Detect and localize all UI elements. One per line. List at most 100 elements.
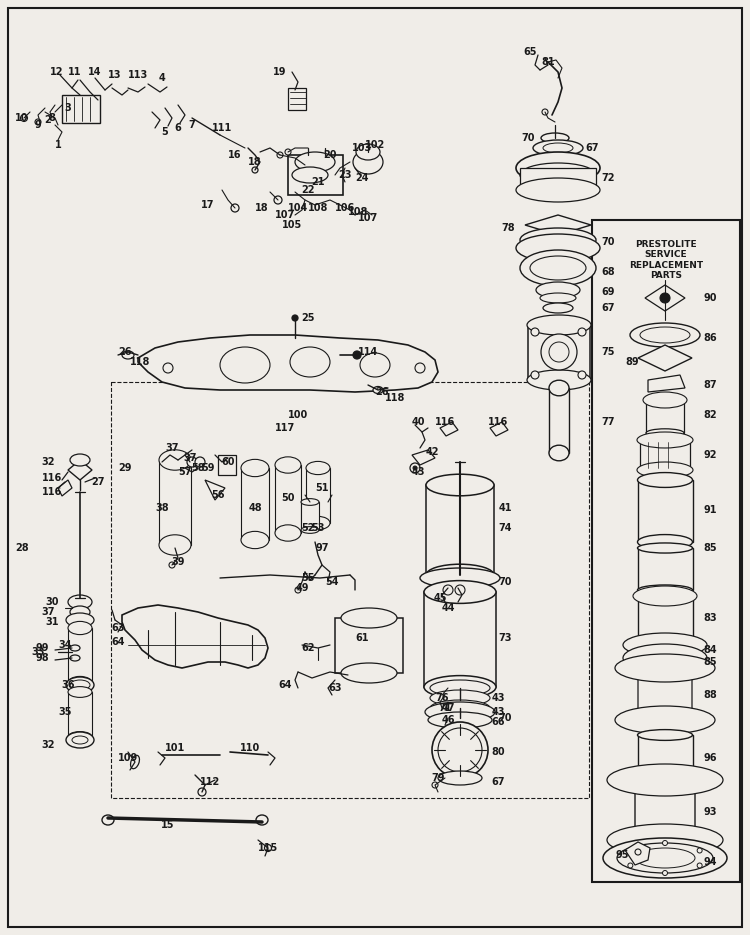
Text: 72: 72 [602, 173, 615, 183]
Text: 15: 15 [161, 820, 175, 830]
Text: 70: 70 [521, 133, 535, 143]
Text: 8: 8 [49, 113, 55, 123]
Text: 66: 66 [491, 717, 505, 727]
Text: 10: 10 [15, 113, 28, 123]
Bar [301, 502, 319, 530]
Text: 17: 17 [201, 200, 214, 210]
Text: 54: 54 [326, 577, 339, 587]
Polygon shape [68, 460, 92, 480]
Polygon shape [58, 480, 72, 496]
Text: 57: 57 [178, 467, 192, 477]
Ellipse shape [159, 535, 191, 555]
Circle shape [660, 293, 670, 303]
Text: 118: 118 [385, 393, 405, 403]
Ellipse shape [66, 732, 94, 748]
Text: 116: 116 [435, 417, 455, 427]
Text: 112: 112 [200, 777, 220, 787]
Bar [68, 692, 92, 737]
Text: 23: 23 [338, 170, 352, 180]
Text: 113: 113 [128, 70, 148, 80]
Ellipse shape [420, 568, 500, 588]
Ellipse shape [292, 167, 328, 183]
Ellipse shape [360, 353, 390, 377]
Bar [288, 88, 306, 110]
Text: 42: 42 [425, 447, 439, 457]
Polygon shape [490, 422, 508, 436]
Text: 14: 14 [88, 67, 102, 77]
Ellipse shape [275, 457, 301, 473]
Ellipse shape [428, 712, 492, 728]
Text: 43: 43 [411, 467, 424, 477]
Text: 108: 108 [348, 207, 368, 217]
Ellipse shape [549, 445, 569, 461]
Text: 100: 100 [288, 410, 308, 420]
Circle shape [549, 342, 569, 362]
Ellipse shape [623, 633, 707, 657]
Text: 67: 67 [602, 303, 615, 313]
Circle shape [413, 466, 417, 470]
Text: 76: 76 [435, 693, 448, 703]
Text: 34: 34 [58, 640, 72, 650]
Text: 25: 25 [302, 313, 315, 323]
Text: 33: 33 [32, 647, 45, 657]
Text: 79: 79 [431, 773, 445, 783]
Ellipse shape [159, 450, 191, 470]
Ellipse shape [68, 622, 92, 635]
Ellipse shape [543, 303, 573, 313]
Ellipse shape [430, 700, 490, 716]
Ellipse shape [638, 472, 692, 487]
Ellipse shape [356, 144, 380, 160]
Ellipse shape [70, 645, 80, 651]
Ellipse shape [638, 636, 692, 646]
Text: 30: 30 [45, 597, 58, 607]
Ellipse shape [549, 381, 569, 396]
Text: 35: 35 [58, 707, 72, 717]
Text: 1: 1 [55, 140, 62, 150]
Text: 18: 18 [248, 157, 262, 167]
Text: 118: 118 [130, 357, 150, 367]
Ellipse shape [341, 663, 397, 683]
Ellipse shape [66, 677, 94, 693]
Ellipse shape [301, 526, 319, 533]
Ellipse shape [70, 655, 80, 661]
Bar [62, 95, 100, 123]
Text: 43: 43 [491, 707, 505, 717]
Text: 114: 114 [358, 347, 378, 357]
Circle shape [455, 585, 465, 595]
Circle shape [662, 870, 668, 875]
Text: 82: 82 [704, 410, 717, 420]
Text: 103: 103 [352, 143, 372, 153]
Ellipse shape [290, 347, 330, 377]
Circle shape [628, 848, 633, 853]
Ellipse shape [607, 824, 723, 856]
Text: 22: 22 [302, 185, 315, 195]
Circle shape [578, 328, 586, 336]
Text: 44: 44 [441, 603, 454, 613]
Text: 62: 62 [302, 643, 315, 653]
Ellipse shape [633, 586, 697, 606]
Text: 115: 115 [258, 843, 278, 853]
Polygon shape [122, 605, 268, 668]
Circle shape [265, 844, 272, 852]
Text: 88: 88 [704, 690, 717, 700]
Text: 117: 117 [274, 423, 295, 433]
Text: 46: 46 [441, 715, 454, 725]
Ellipse shape [241, 459, 269, 477]
Text: 111: 111 [211, 123, 232, 133]
Ellipse shape [426, 564, 494, 586]
Bar [638, 480, 692, 542]
Text: 90: 90 [704, 293, 717, 303]
Bar [275, 465, 301, 533]
Text: 43: 43 [491, 693, 505, 703]
Text: 31: 31 [45, 617, 58, 627]
Text: 67: 67 [585, 143, 598, 153]
Ellipse shape [638, 774, 692, 785]
Circle shape [169, 562, 175, 568]
Circle shape [20, 114, 28, 122]
Ellipse shape [68, 595, 92, 609]
Ellipse shape [68, 686, 92, 698]
Circle shape [415, 363, 425, 373]
Polygon shape [138, 335, 438, 392]
Text: 85: 85 [704, 657, 717, 667]
Circle shape [302, 163, 307, 167]
